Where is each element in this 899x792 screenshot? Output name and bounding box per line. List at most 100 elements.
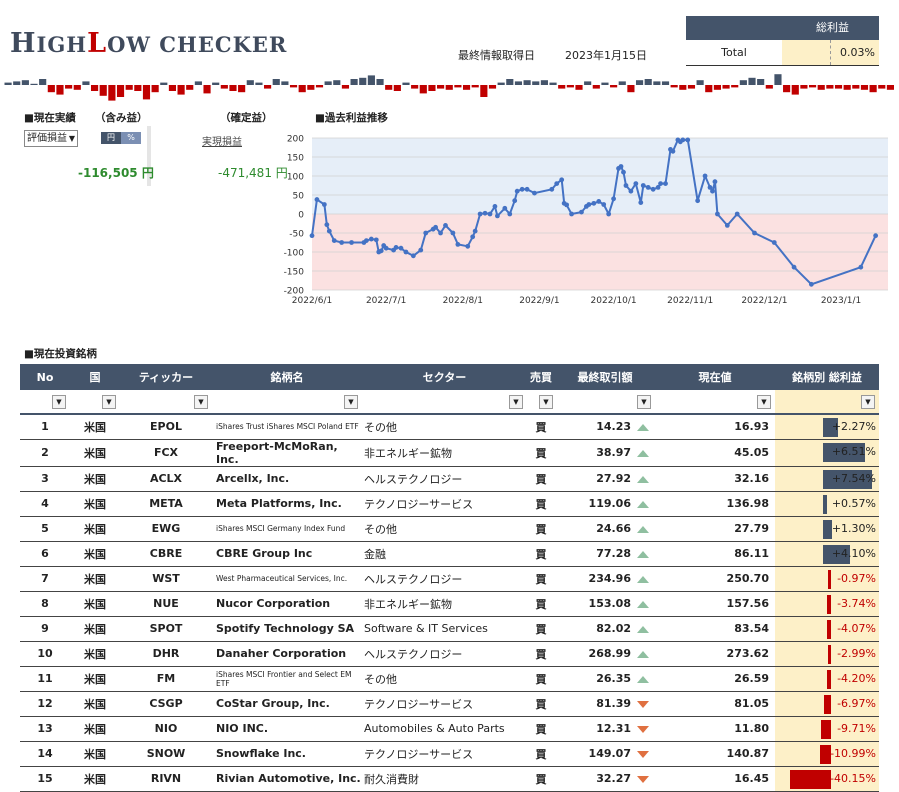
valuation-dropdown[interactable]: 評価損益 ▼ [24,130,78,147]
filter-button-current[interactable]: ▼ [757,394,771,409]
sparkbar [480,85,488,97]
cell-country: 米国 [70,439,120,467]
filter-button-sector[interactable]: ▼ [509,394,523,409]
table-row[interactable]: 2 米国 FCX Freeport-McMoRan, Inc. 非エネルギー鉱物 買 38.… [20,439,879,467]
sparkbar [186,85,194,90]
sparkbar [47,85,55,93]
unit-toggle[interactable]: 円 % [101,132,141,144]
table-row[interactable]: 8 米国 NUE Nucor Corporation 非エネルギー鉱物 買 153.08 15… [20,591,879,617]
filter-button-ticker[interactable]: ▼ [194,394,208,409]
cell-last-price-text: 153.08 [588,597,631,610]
table-row[interactable]: 1 米国 EPOL iShares Trust iShares MSCI Poland… [20,414,879,440]
sparkbar [324,81,332,85]
table-row[interactable]: 12 米国 CSGP CoStar Group, Inc. テクノロジーサービス 買 81.… [20,691,879,717]
cell-country: 米国 [70,491,120,517]
sparkbar [532,81,540,85]
table-row[interactable]: 15 米国 RIVN Rivian Automotive, Inc. 耐久消費財 買 32.… [20,766,879,792]
cell-last-price: 26.35 [555,666,655,692]
sparkbar [21,80,29,85]
realized-value: -471,481 円 [218,166,288,180]
data-point [569,211,574,217]
profit-percent: -6.97% [837,696,876,710]
data-point [502,205,508,211]
table-row[interactable]: 4 米国 META Meta Platforms, Inc. テクノロジーサービス 買 11… [20,491,879,517]
table-row[interactable]: 3 米国 ACLX Arcellx, Inc. ヘルステクノロジー 買 27.92 32.16… [20,466,879,492]
cell-no: 2 [20,439,70,467]
cell-sector-text: テクノロジーサービス [364,747,474,761]
sparkbar [333,80,341,85]
cell-profit: +4.10% [775,541,879,567]
cell-no-text: 14 [37,747,53,760]
filter-button-buysell[interactable]: ▼ [539,394,553,409]
profit-bar [828,569,831,589]
sparkbar [160,82,168,85]
filter-button-last[interactable]: ▼ [637,394,651,409]
sparkbar [549,82,557,85]
table-row[interactable]: 9 米国 SPOT Spotify Technology SA Software & I… [20,616,879,642]
cell-name-text: Freeport-McMoRan, Inc. [216,439,338,466]
cell-country-text: 米国 [84,472,106,486]
table-row[interactable]: 14 米国 SNOW Snowflake Inc. テクノロジーサービス 買 149.07 1… [20,741,879,767]
sparkbar [731,85,739,88]
cell-sector-text: 耐久消費財 [364,772,419,786]
cell-last-price-text: 81.39 [596,697,631,710]
cell-no: 15 [20,766,70,792]
data-point [621,169,626,175]
cell-country: 米国 [70,741,120,767]
profit-bar [819,744,831,764]
table-row[interactable]: 13 米国 NIO NIO INC. Automobiles & Auto Parts 買… [20,716,879,742]
filter-button-profit[interactable]: ▼ [861,394,875,409]
filter-button-no[interactable]: ▼ [52,394,66,409]
cell-current-price: 140.87 [655,741,775,767]
realized-pl-link[interactable]: 実現損益 [202,137,242,148]
sparkbar [783,85,791,93]
sparkbar [177,85,185,95]
data-point [368,236,374,242]
sparkbar [4,82,12,85]
cell-ticker: SPOT [120,616,212,642]
cell-country-text: 米国 [84,772,106,786]
table-row[interactable]: 10 米国 DHR Danaher Corporation ヘルステクノロジー 買 268.… [20,641,879,667]
data-point [410,253,416,259]
cell-current-price-text: 136.98 [726,497,769,510]
toggle-percent[interactable]: % [121,132,141,144]
data-point [373,237,379,243]
triangle-up-icon [637,449,649,457]
table-row[interactable]: 11 米国 FM iShares MSCI Frontier and Select E… [20,666,879,692]
filter-button-name[interactable]: ▼ [344,394,358,409]
data-point [398,245,404,251]
sparkbar [454,85,462,88]
cell-buysell-text: 買 [535,672,547,686]
cell-country: 米国 [70,591,120,617]
cell-name-text: Danaher Corporation [216,647,347,660]
data-point [492,204,498,209]
profit-percent: -9.71% [837,721,876,735]
toggle-yen[interactable]: 円 [107,133,115,142]
data-point [579,209,584,215]
summary-divider [147,126,151,186]
cell-ticker: NUE [120,591,212,617]
triangle-up-icon [637,575,649,583]
cell-name: CBRE Group Inc [212,541,362,567]
table-row[interactable]: 6 米国 CBRE CBRE Group Inc 金融 買 77.28 86.11 +4.10% [20,541,879,567]
sparkbar [765,85,773,89]
filter-cell-sector: ▼ [362,390,527,415]
filter-cell-name: ▼ [212,390,362,415]
sparkbar [376,79,384,85]
y-tick-label: 50 [293,192,305,202]
cell-current-price: 136.98 [655,491,775,517]
x-tick-label: 2022/12/1 [741,296,787,306]
sparkbar [39,79,47,85]
data-point [658,181,663,186]
sparkbar [125,85,133,90]
cell-current-price-text: 32.16 [734,472,769,485]
cell-ticker-text: META [149,497,183,510]
sparkbar [774,74,782,85]
data-point [378,248,384,254]
filter-button-country[interactable]: ▼ [102,394,116,409]
table-row[interactable]: 7 米国 WST West Pharmaceutical Services, Inc.… [20,566,879,592]
cell-no-text: 2 [41,446,49,459]
table-row[interactable]: 5 米国 EWG iShares MSCI Germany Index Fund その他… [20,516,879,542]
triangle-up-icon [637,475,649,483]
x-tick-label: 2022/9/1 [519,296,559,306]
